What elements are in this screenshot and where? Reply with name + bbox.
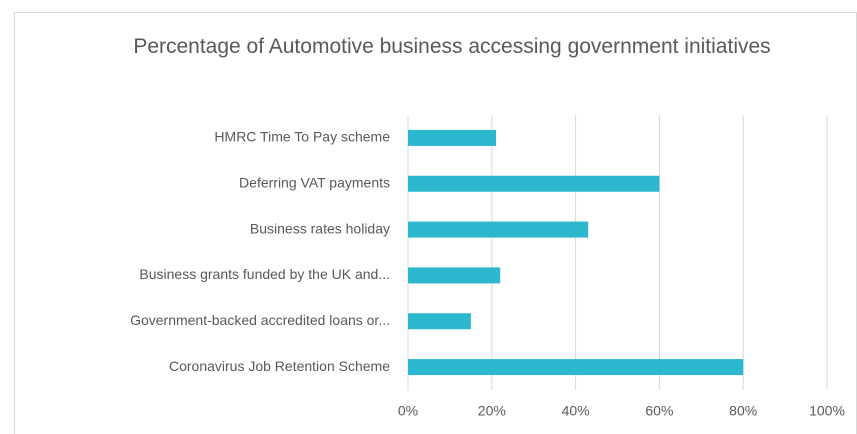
bar <box>408 175 660 192</box>
bar <box>408 313 471 330</box>
y-tick-label: Business rates holiday <box>250 220 390 236</box>
x-tick-label: 80% <box>729 403 757 419</box>
y-tick-label: Coronavirus Job Retention Scheme <box>169 358 390 374</box>
x-tick-label: 100% <box>809 403 845 419</box>
bar <box>408 359 744 376</box>
y-tick-label: HMRC Time To Pay scheme <box>214 129 390 145</box>
y-tick-label: Government-backed accredited loans or... <box>130 312 390 328</box>
bar <box>408 129 496 146</box>
bar <box>408 267 501 284</box>
x-tick-label: 20% <box>478 403 506 419</box>
bar <box>408 221 589 238</box>
chart-title: Percentage of Automotive business access… <box>133 35 771 58</box>
x-tick-label: 40% <box>562 403 590 419</box>
x-tick-label: 0% <box>398 403 418 419</box>
y-tick-label: Deferring VAT payments <box>239 174 390 190</box>
x-tick-label: 60% <box>645 403 673 419</box>
y-tick-label: Business grants funded by the UK and... <box>139 266 390 282</box>
